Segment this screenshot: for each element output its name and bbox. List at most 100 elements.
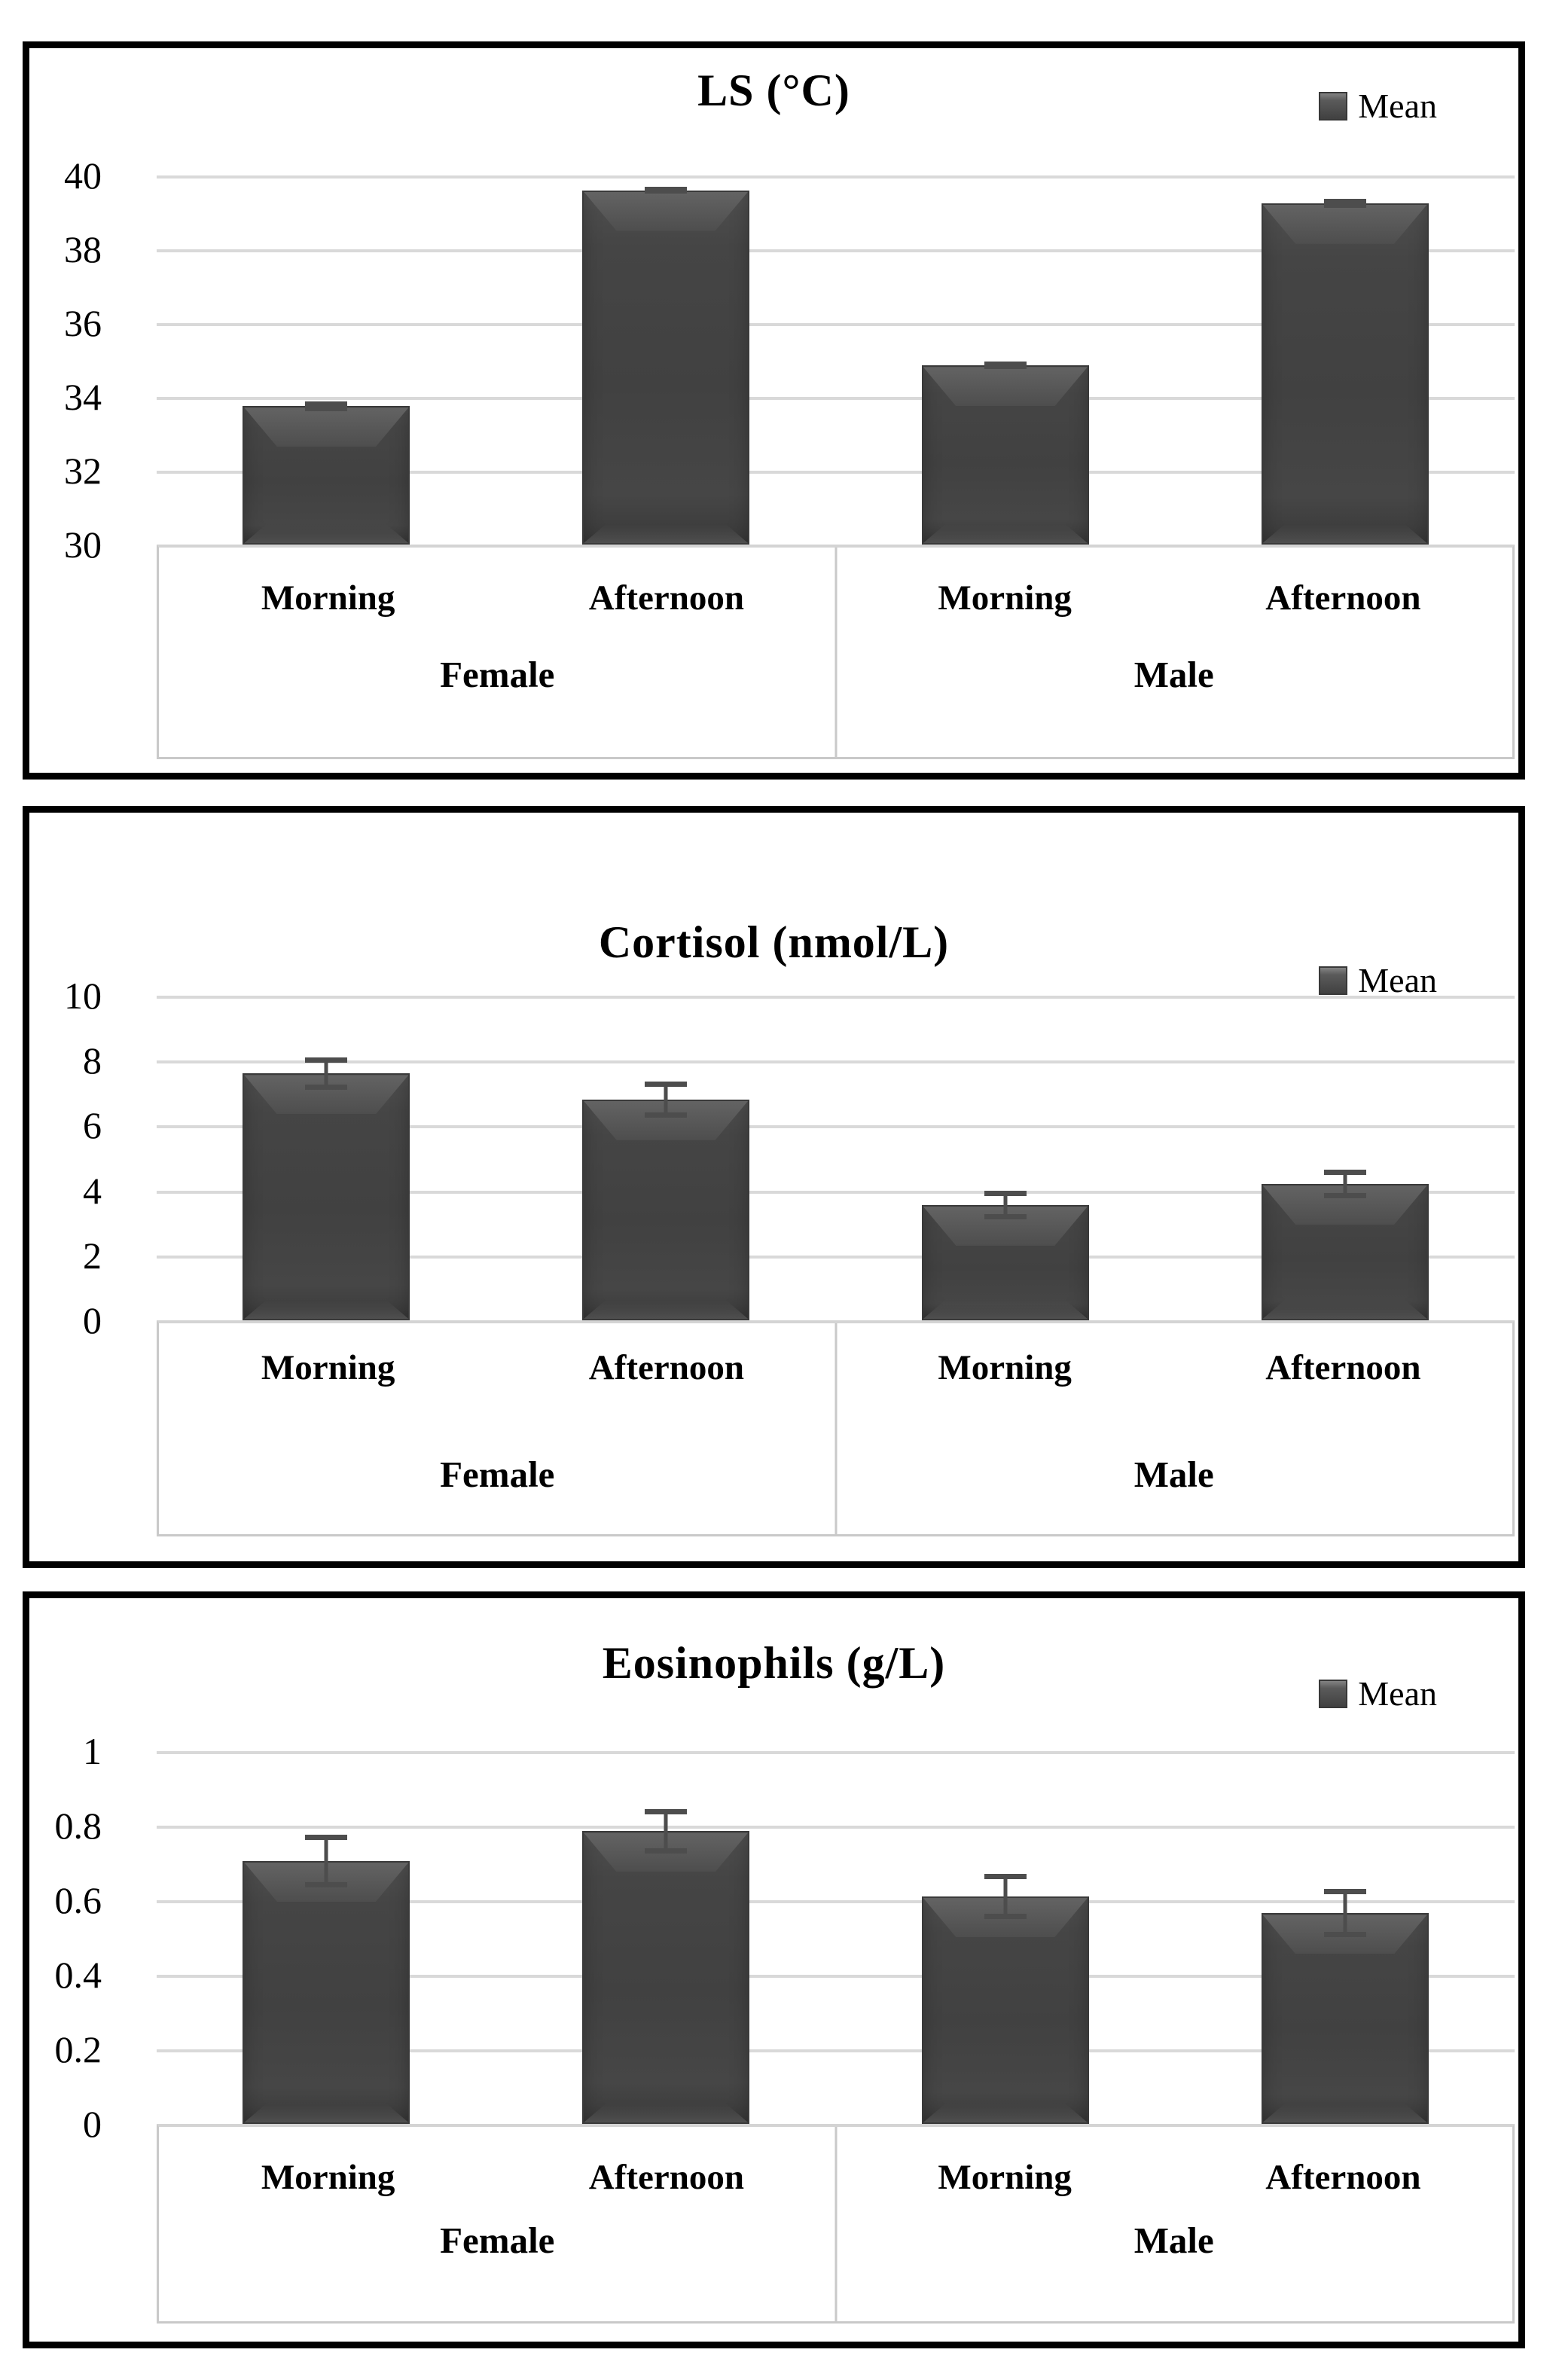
error-bar <box>645 1808 688 1854</box>
error-bar-cap-bottom <box>645 1848 688 1854</box>
legend: Mean <box>1319 1674 1437 1713</box>
group-label: Female <box>440 1454 555 1495</box>
y-tick-label: 6 <box>83 1104 102 1147</box>
error-bar-cap-bottom <box>984 364 1027 370</box>
category-label: Morning <box>261 578 395 618</box>
chart-panel: Cortisol (nmol/L) Mean 10 8 6 4 2 0 Morning After… <box>23 806 1525 1568</box>
category-axis-box: Morning Afternoon Morning Afternoon Female Ma… <box>157 2124 1515 2324</box>
legend-mean-swatch-icon <box>1319 966 1348 995</box>
y-tick-label: 4 <box>83 1169 102 1212</box>
gridline <box>157 1975 1515 1978</box>
category-group-divider <box>834 2127 837 2321</box>
bar <box>1261 1183 1429 1320</box>
error-bar-line <box>1003 1190 1008 1220</box>
category-label: Morning <box>938 1348 1072 1387</box>
y-tick-label: 38 <box>64 228 102 270</box>
bar <box>243 1073 410 1320</box>
error-bar <box>984 1874 1027 1919</box>
plot-area <box>157 1751 1515 2124</box>
bar <box>582 1099 750 1320</box>
chart-title: LS (°C) <box>697 66 850 115</box>
y-axis-tick-labels: 1 0.8 0.6 0.4 0.2 0 <box>29 1732 114 2143</box>
y-tick-label: 1 <box>83 1730 102 1772</box>
bar <box>582 1831 750 2124</box>
chart-panel: Eosinophils (g/L) Mean 1 0.8 0.6 0.4 0.2 0 Morni… <box>23 1591 1525 2348</box>
error-bar-line <box>324 1835 328 1887</box>
y-axis-tick-labels: 10 8 6 4 2 0 <box>29 977 114 1339</box>
legend-mean-swatch-icon <box>1319 1679 1348 1708</box>
error-bar-line <box>664 1808 668 1854</box>
gridline <box>157 1190 1515 1194</box>
error-bar-cap-bottom <box>305 405 348 411</box>
category-label: Afternoon <box>588 578 744 618</box>
category-label: Afternoon <box>1265 1348 1421 1387</box>
bar <box>1261 1913 1429 2124</box>
y-tick-label: 0.6 <box>54 1879 102 1921</box>
error-bar-cap-bottom <box>645 188 688 194</box>
category-label: Morning <box>938 2158 1072 2197</box>
legend-mean-label: Mean <box>1358 961 1437 999</box>
category-label: Afternoon <box>1265 578 1421 618</box>
gridline <box>157 1125 1515 1129</box>
error-bar-line <box>324 1057 328 1090</box>
bar <box>243 406 410 545</box>
y-tick-label: 8 <box>83 1039 102 1082</box>
error-bar-cap-bottom <box>1323 1932 1366 1938</box>
category-label: Afternoon <box>588 1348 744 1387</box>
error-bar-cap-bottom <box>305 1881 348 1887</box>
y-tick-label: 0.8 <box>54 1805 102 1847</box>
group-label: Male <box>1133 654 1214 695</box>
error-bar <box>645 1082 688 1118</box>
y-tick-label: 0 <box>83 2103 102 2145</box>
category-label: Afternoon <box>588 2158 744 2197</box>
bar <box>1261 203 1429 545</box>
category-group-divider <box>834 1323 837 1534</box>
legend-mean-label: Mean <box>1358 1674 1437 1713</box>
y-tick-label: 32 <box>64 450 102 492</box>
error-bar <box>984 1190 1027 1220</box>
bar <box>243 1861 410 2124</box>
error-bar <box>305 1057 348 1090</box>
bar <box>582 190 750 545</box>
legend-mean-swatch-icon <box>1319 91 1348 121</box>
error-bar-cap-top <box>1323 198 1366 204</box>
error-bar-cap-top <box>1323 1169 1366 1175</box>
gridline <box>157 1900 1515 1903</box>
error-bar-cap-top <box>305 1835 348 1841</box>
group-label: Male <box>1133 1454 1214 1495</box>
gridline <box>157 397 1515 400</box>
y-tick-label: 2 <box>83 1234 102 1277</box>
error-bar-cap-top <box>645 1808 688 1814</box>
error-bar-cap-bottom <box>645 1112 688 1118</box>
y-tick-label: 0 <box>83 1299 102 1341</box>
error-bar-cap-top <box>645 1082 688 1088</box>
gridline <box>157 2049 1515 2052</box>
gridline <box>157 1255 1515 1259</box>
y-tick-label: 30 <box>64 523 102 566</box>
category-label: Morning <box>261 2158 395 2197</box>
error-bar-cap-bottom <box>1323 202 1366 208</box>
category-label: Morning <box>261 1348 395 1387</box>
error-bar-line <box>1003 1874 1008 1919</box>
bar <box>921 1896 1089 2124</box>
error-bar-cap-top <box>984 1190 1027 1196</box>
y-tick-label: 0.2 <box>54 2028 102 2070</box>
chart-panel: LS (°C) Mean 40 38 36 34 32 30 Morning Afternoon M… <box>23 41 1525 780</box>
error-bar <box>1323 198 1366 208</box>
error-bar-line <box>664 1082 668 1118</box>
y-tick-label: 0.4 <box>54 1954 102 1996</box>
error-bar <box>305 1835 348 1887</box>
gridline <box>157 1751 1515 1754</box>
gridline <box>157 1060 1515 1064</box>
y-tick-label: 34 <box>64 376 102 418</box>
error-bar-cap-bottom <box>984 1214 1027 1220</box>
error-bar <box>305 401 348 411</box>
legend-mean-label: Mean <box>1358 87 1437 125</box>
y-axis-tick-labels: 40 38 36 34 32 30 <box>29 157 114 563</box>
error-bar-cap-bottom <box>305 1084 348 1090</box>
error-bar-line <box>1343 1889 1347 1938</box>
group-label: Female <box>440 2220 555 2261</box>
gridline <box>157 249 1515 252</box>
category-label: Morning <box>938 578 1072 618</box>
